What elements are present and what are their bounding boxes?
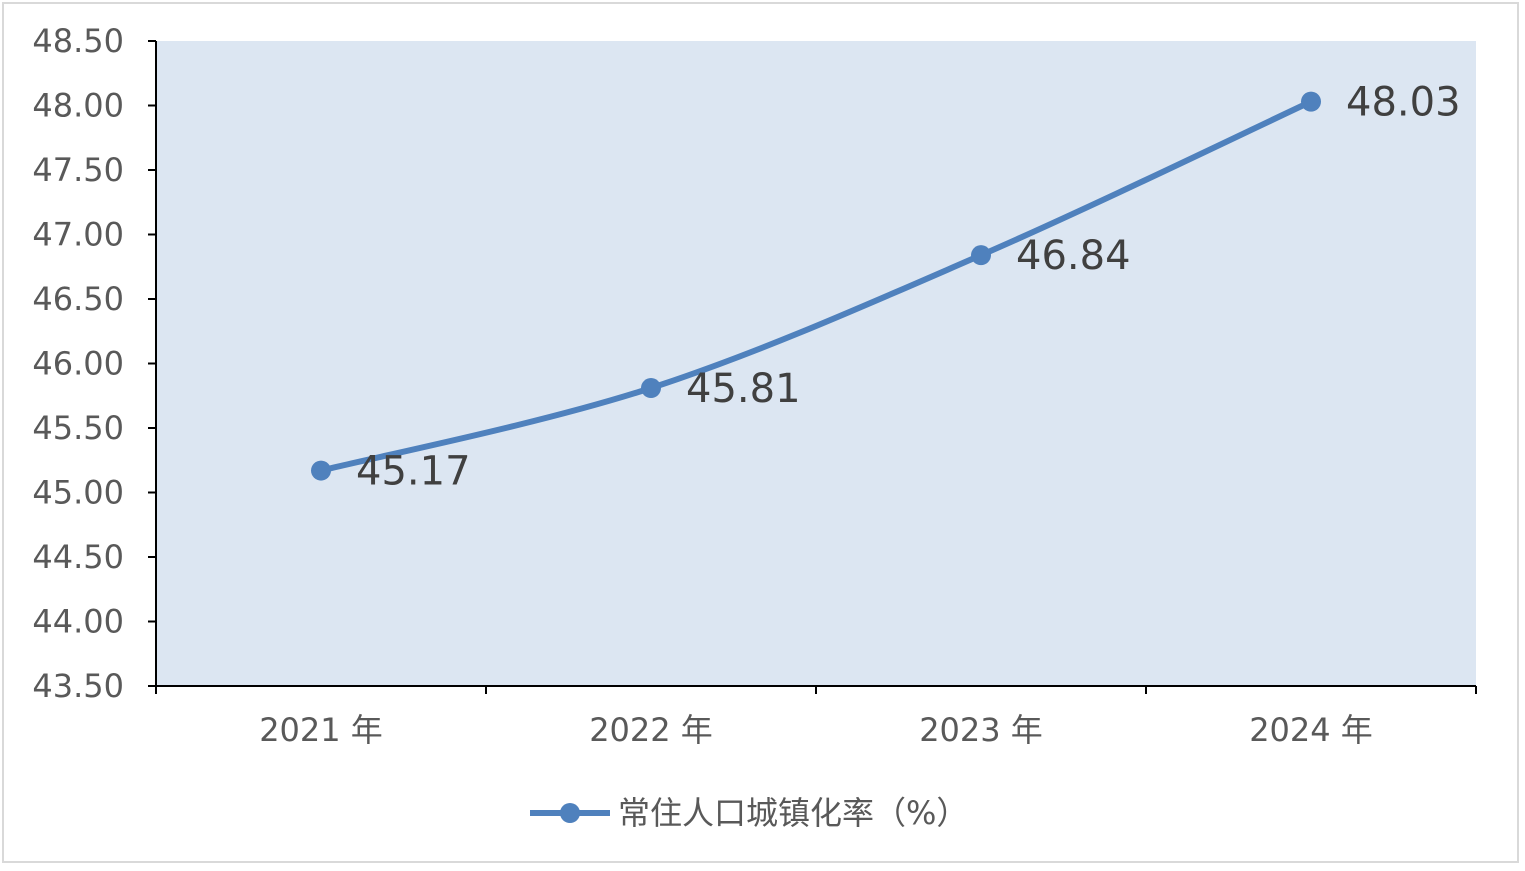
data-point — [641, 378, 661, 399]
data-point — [1301, 91, 1321, 112]
y-tick-label: 44.00 — [32, 603, 124, 641]
data-label: 45.17 — [356, 449, 471, 495]
data-point — [971, 245, 991, 266]
series-line — [320, 98, 1313, 474]
x-tick-label: 2021 年 — [259, 711, 383, 749]
y-tick-label: 46.00 — [32, 345, 124, 383]
data-label: 45.81 — [686, 366, 801, 412]
x-tick-label: 2023 年 — [919, 711, 1043, 749]
series-group: 45.17 45.81 46.84 48.03 — [311, 80, 1461, 495]
y-tick-label: 46.50 — [32, 280, 124, 318]
y-tick-label: 47.00 — [32, 216, 124, 254]
y-tick-label: 47.50 — [32, 151, 124, 189]
data-label: 48.03 — [1346, 80, 1461, 126]
y-axis-ticks: 43.50 44.00 44.50 45.00 45.50 46.00 46.50 47.00… — [32, 22, 156, 705]
x-tick-label: 2024 年 — [1249, 711, 1373, 749]
legend-marker — [560, 803, 580, 823]
y-tick-label: 44.50 — [32, 538, 124, 576]
y-tick-label: 43.50 — [32, 667, 124, 705]
legend-label: 常住人口城镇化率（%） — [618, 794, 968, 832]
y-tick-label: 45.50 — [32, 409, 124, 447]
x-tick-label: 2022 年 — [589, 711, 713, 749]
data-label: 46.84 — [1016, 233, 1131, 279]
y-tick-label: 48.50 — [32, 22, 124, 60]
y-tick-label: 48.00 — [32, 87, 124, 125]
data-point — [311, 460, 331, 481]
y-tick-label: 45.00 — [32, 474, 124, 512]
legend: 常住人口城镇化率（%） — [530, 794, 968, 832]
x-axis-ticks: 2021 年 2022 年 2023 年 2024 年 — [155, 686, 1477, 749]
plot-area — [156, 41, 1476, 686]
